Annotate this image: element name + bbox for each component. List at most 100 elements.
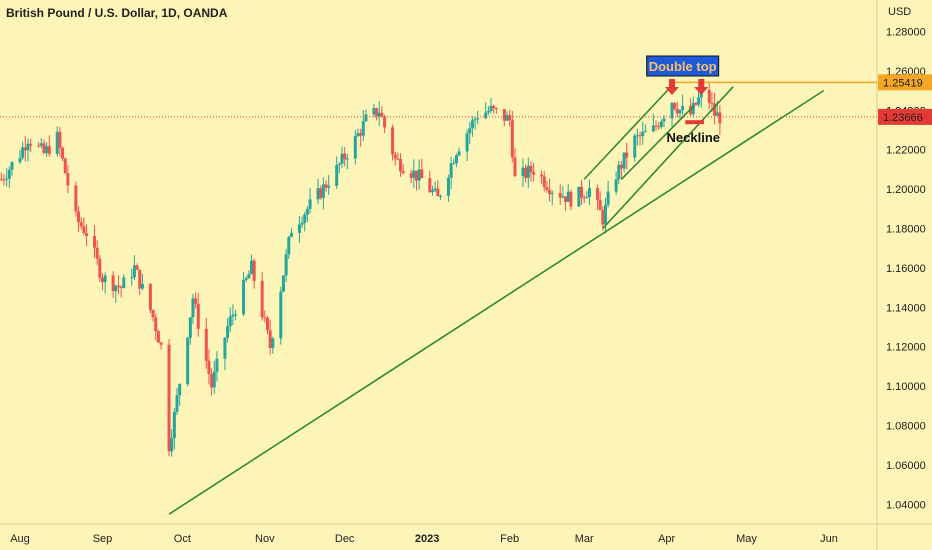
candle-body [353, 136, 357, 159]
x-tick-label: May [736, 533, 757, 545]
candle-body [111, 275, 115, 292]
candle-body [167, 344, 171, 452]
candle-body [633, 135, 637, 158]
candle-body [156, 331, 160, 343]
candle-body [417, 169, 421, 181]
candle-body [446, 177, 450, 196]
y-tick-label: 1.16000 [886, 263, 926, 275]
candle-body [643, 131, 647, 133]
candle-body [524, 167, 528, 178]
candle-body [619, 164, 623, 169]
candle-body [513, 157, 517, 177]
candle-body [23, 147, 27, 151]
candle-body [415, 170, 419, 181]
candle-body [343, 153, 347, 160]
candle-body [617, 164, 621, 180]
candle-body [271, 338, 275, 349]
candle-body [215, 358, 219, 372]
candle-body [635, 135, 639, 137]
trendline[interactable] [583, 82, 676, 180]
last-price-label: 1.23666 [883, 112, 923, 124]
candle-body [361, 121, 365, 136]
y-tick-label: 1.04000 [886, 499, 926, 511]
last-price-tag [878, 108, 932, 125]
candle-body [657, 126, 661, 128]
candle-body [26, 143, 30, 151]
candle-body [542, 176, 546, 188]
trendline[interactable] [168, 89, 825, 515]
candle-body [242, 279, 246, 315]
x-tick-label: 2023 [415, 533, 439, 545]
candle-body [532, 172, 536, 175]
double-top-box [646, 55, 720, 77]
candle-body [151, 310, 155, 318]
resistance-price-tag [878, 74, 932, 91]
candle-body [468, 128, 472, 134]
candle-body [308, 199, 312, 209]
candle-body [98, 258, 102, 278]
candle-body [359, 133, 363, 136]
candle-body [558, 193, 562, 198]
candle-body [252, 260, 256, 281]
x-tick-label: Aug [10, 533, 30, 545]
candle-body [0, 179, 3, 181]
candle-body [697, 97, 701, 105]
candle-body [135, 265, 139, 270]
candle-body [577, 186, 581, 207]
trendline[interactable] [602, 86, 734, 230]
candle-body [452, 163, 456, 165]
down-arrow-icon-shaft [698, 79, 705, 87]
candle-body [154, 317, 158, 332]
candle-body [55, 131, 59, 154]
y-tick-label: 1.06000 [886, 460, 926, 472]
candle-body [172, 411, 176, 439]
candle-body [625, 152, 629, 158]
candle-body [130, 277, 134, 279]
candle-body [210, 374, 214, 388]
candle-body [564, 196, 568, 202]
candle-body [606, 191, 610, 205]
candle-body [654, 125, 658, 127]
candle-body [82, 226, 86, 234]
candle-body [287, 236, 291, 255]
candle-body [119, 286, 123, 289]
candle-body [548, 189, 552, 195]
candle-body [300, 222, 304, 225]
candle-body [430, 190, 434, 193]
candle-body [587, 188, 591, 197]
candle-body [494, 108, 498, 110]
candle-body [622, 152, 626, 169]
candle-body [561, 196, 565, 198]
candle-body [74, 185, 78, 212]
candle-body [713, 103, 717, 116]
candle-body [116, 285, 120, 287]
candle-body [42, 143, 46, 153]
candle-body [484, 112, 488, 119]
y-tick-label: 1.14000 [886, 302, 926, 314]
candle-body [585, 196, 589, 198]
candle-body [212, 371, 216, 388]
candle-body [93, 236, 97, 248]
candle-body [2, 179, 6, 181]
candle-body [10, 162, 14, 170]
candle-body [675, 108, 679, 114]
candle-body [268, 330, 272, 349]
y-tick-label: 1.12000 [886, 342, 926, 354]
candle-body [140, 283, 144, 289]
candle-body [335, 164, 339, 186]
candle-body [510, 120, 514, 158]
candle-body [375, 108, 379, 117]
y-tick-label: 1.18000 [886, 224, 926, 236]
candle-body [438, 195, 442, 197]
candle-body [284, 254, 288, 276]
candle-body [194, 298, 198, 304]
candle-body [364, 114, 368, 122]
candle-body [492, 105, 496, 109]
candle-body [457, 151, 461, 156]
candle-body [247, 274, 251, 279]
candle-body [694, 102, 698, 105]
chart-title: British Pound / U.S. Dollar, 1D, OANDA [6, 6, 228, 20]
candle-body [372, 108, 376, 115]
trendline[interactable] [620, 105, 694, 180]
